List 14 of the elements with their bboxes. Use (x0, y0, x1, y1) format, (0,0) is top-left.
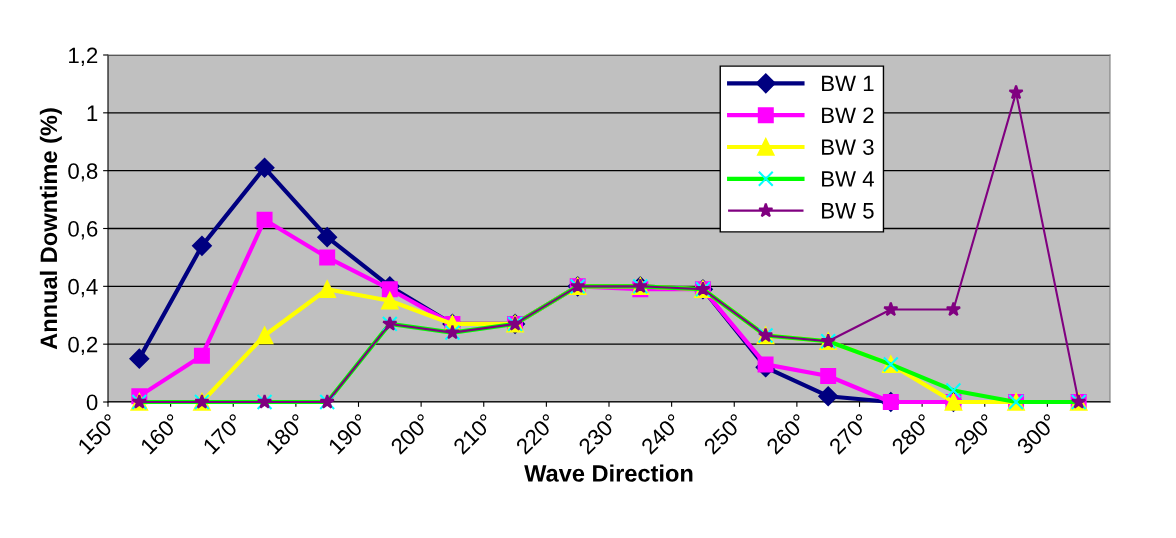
y-tick-label: 1 (87, 105, 98, 121)
y-tick-label: 0,8 (68, 163, 98, 182)
legend-label: BW 1 (822, 75, 874, 92)
legend-label: BW 4 (822, 171, 874, 187)
x-axis-title: Wave Direction (524, 464, 693, 482)
legend-label: BW 5 (822, 203, 874, 219)
y-tick-label: 0,2 (68, 336, 98, 356)
y-tick-label: 1,2 (69, 47, 98, 66)
legend-label: BW 3 (822, 139, 874, 155)
legend-label: BW 2 (822, 107, 874, 123)
y-axis-title: Annual Downtime (%) (39, 108, 62, 350)
y-tick-label: 0,4 (68, 278, 98, 298)
y-tick-label: 0 (86, 394, 98, 411)
y-tick-label: 0,6 (68, 221, 98, 240)
